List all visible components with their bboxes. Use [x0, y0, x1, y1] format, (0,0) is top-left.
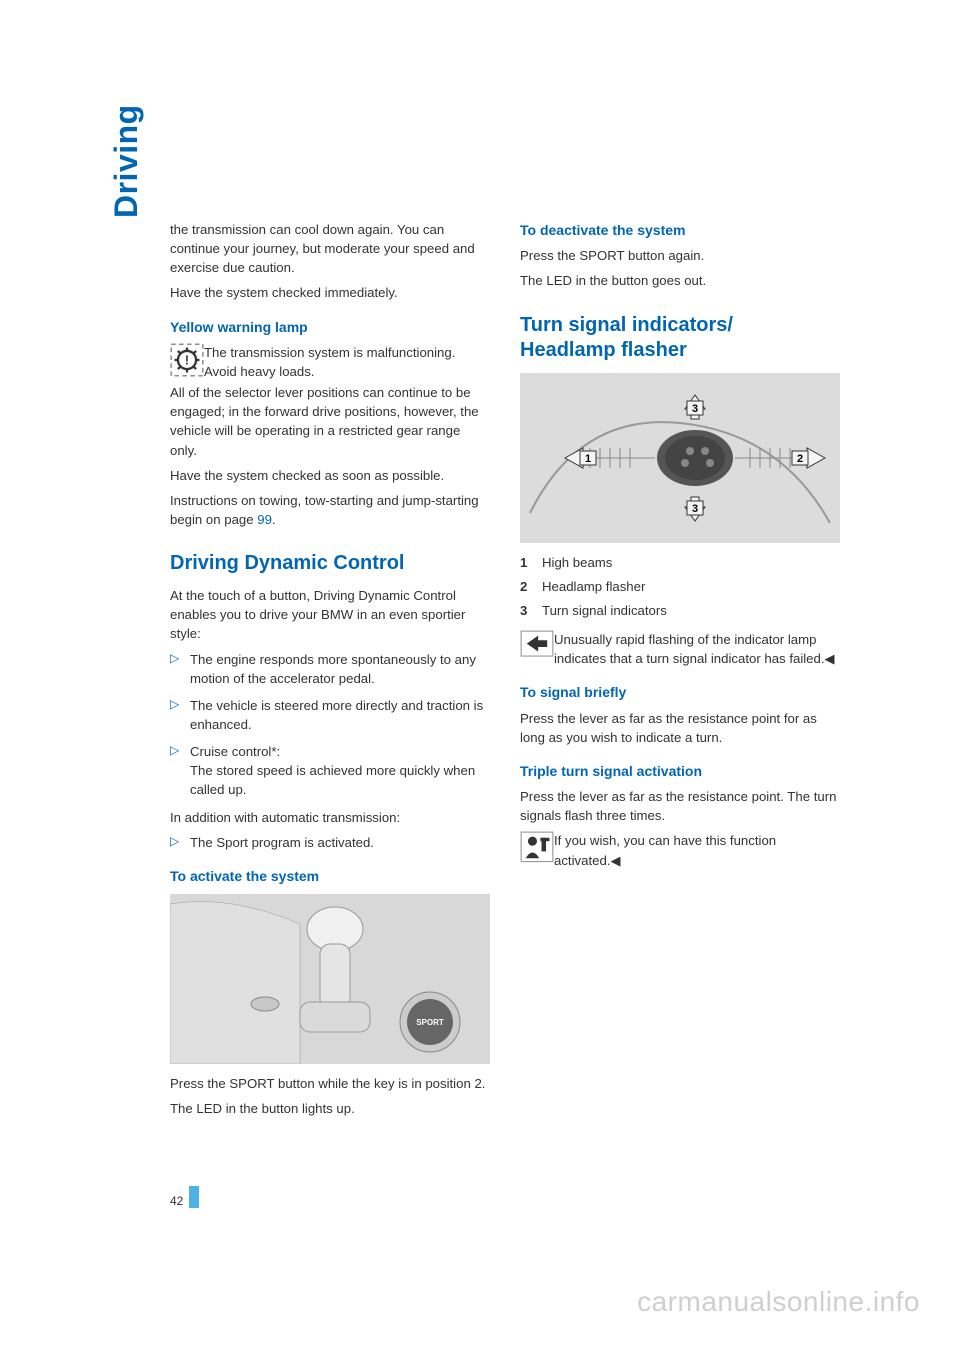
svg-text:3: 3 — [692, 503, 698, 515]
paragraph: The LED in the button goes out. — [520, 271, 840, 290]
legend-label: High beams — [542, 553, 612, 572]
paragraph: Have the system checked immediately. — [170, 283, 490, 302]
bullet-icon: ▷ — [170, 833, 190, 852]
subheading-deactivate: To deactivate the system — [520, 220, 840, 240]
paragraph: All of the selector lever positions can … — [170, 383, 490, 460]
svg-text:SPORT: SPORT — [416, 1018, 444, 1027]
heading-ddc: Driving Dynamic Control — [170, 551, 490, 576]
page-marker-bar — [189, 1186, 199, 1208]
paragraph: The transmission system is malfunctionin… — [204, 345, 455, 379]
paragraph: Have the system checked as soon as possi… — [170, 466, 490, 485]
legend-number: 3 — [520, 601, 542, 620]
paragraph: The LED in the button lights up. — [170, 1099, 490, 1118]
bullet-icon: ▷ — [170, 742, 190, 799]
subheading-signal-briefly: To signal briefly — [520, 682, 840, 702]
paragraph: Press the SPORT button again. — [520, 246, 840, 265]
legend-number: 1 — [520, 553, 542, 572]
figure-turn-signal-lever: 1 2 3 3 — [520, 373, 840, 543]
watermark: carmanualsonline.info — [637, 1286, 920, 1318]
bullet-icon: ▷ — [170, 696, 190, 734]
section-tab: Driving — [108, 104, 145, 218]
list-item: The Sport program is activated. — [190, 833, 490, 852]
page-reference-link[interactable]: 99 — [257, 512, 272, 527]
svg-text:1: 1 — [585, 453, 591, 465]
page-number-block: 42 — [170, 1186, 199, 1208]
figure-sport-button: SPORT — [170, 894, 490, 1064]
left-column: the transmission can cool down again. Yo… — [170, 220, 490, 1124]
note-text: Unusually rapid flashing of the indicato… — [554, 630, 840, 668]
legend-label: Turn signal indicators — [542, 601, 667, 620]
paragraph: Press the SPORT button while the key is … — [170, 1074, 490, 1093]
page-number: 42 — [170, 1194, 183, 1208]
list-item: The vehicle is steered more directly and… — [190, 696, 490, 734]
paragraph: Press the lever as far as the resistance… — [520, 787, 840, 825]
paragraph: Press the lever as far as the resistance… — [520, 709, 840, 747]
svg-text:!: ! — [185, 353, 189, 367]
paragraph: the transmission can cool down again. Yo… — [170, 220, 490, 277]
note-text: If you wish, you can have this function … — [554, 831, 840, 869]
heading-turn-signal: Turn signal indicators/ Headlamp flasher — [520, 313, 840, 363]
paragraph: Instructions on towing, tow-starting and… — [170, 491, 490, 529]
subheading-triple-signal: Triple turn signal activation — [520, 761, 840, 781]
key-memory-icon — [520, 831, 554, 869]
subheading-activate: To activate the system — [170, 866, 490, 886]
subheading-yellow-lamp: Yellow warning lamp — [170, 317, 490, 337]
bullet-icon: ▷ — [170, 650, 190, 688]
list-item: Cruise control*: The stored speed is ach… — [190, 742, 490, 799]
legend-number: 2 — [520, 577, 542, 596]
list-item: The engine responds more spontaneously t… — [190, 650, 490, 688]
svg-text:3: 3 — [692, 403, 698, 415]
right-column: To deactivate the system Press the SPORT… — [520, 220, 840, 1124]
svg-text:2: 2 — [797, 453, 803, 465]
legend-label: Headlamp flasher — [542, 577, 645, 596]
paragraph: In addition with automatic transmission: — [170, 808, 490, 827]
indicator-arrow-icon — [520, 630, 554, 668]
paragraph: At the touch of a button, Driving Dynami… — [170, 586, 490, 643]
warning-gear-icon: ! — [170, 343, 204, 381]
